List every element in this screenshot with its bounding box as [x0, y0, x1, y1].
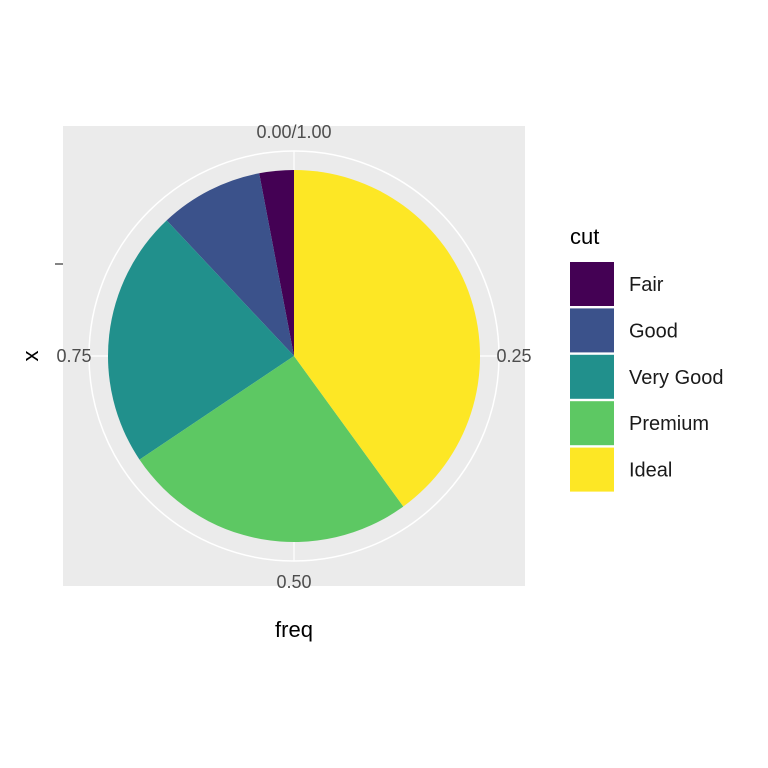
legend-label: Premium — [629, 413, 709, 435]
pie-slice-good — [166, 173, 294, 356]
angular-tick-label: 0.00/1.00 — [256, 122, 331, 142]
legend-key — [570, 447, 614, 492]
legend-key — [570, 308, 614, 353]
legend-label: Very Good — [629, 367, 724, 389]
legend-key — [570, 262, 614, 306]
angular-tick-label: 0.25 — [496, 346, 531, 366]
angular-tick-labels: 0.00/1.00 0.25 0.50 0.75 — [56, 122, 531, 592]
legend-label: Good — [629, 320, 678, 342]
pie-slice-ideal — [294, 170, 481, 507]
pie-slice-very-good — [107, 220, 295, 460]
angular-tick-label: 0.75 — [56, 346, 91, 366]
x-axis-title: freq — [275, 617, 313, 642]
pie-slice-premium — [139, 356, 404, 542]
legend: cut Fair Good Very Good Premium Ideal — [570, 224, 724, 492]
legend-label: Ideal — [629, 460, 672, 482]
legend-key — [570, 354, 614, 399]
pie-slice-fair — [259, 170, 294, 356]
y-axis-title: x — [18, 351, 43, 362]
angular-tick-label: 0.50 — [276, 572, 311, 592]
legend-key — [570, 401, 614, 446]
legend-title: cut — [570, 224, 599, 249]
legend-label: Fair — [629, 274, 664, 296]
pie-slices — [107, 170, 481, 542]
